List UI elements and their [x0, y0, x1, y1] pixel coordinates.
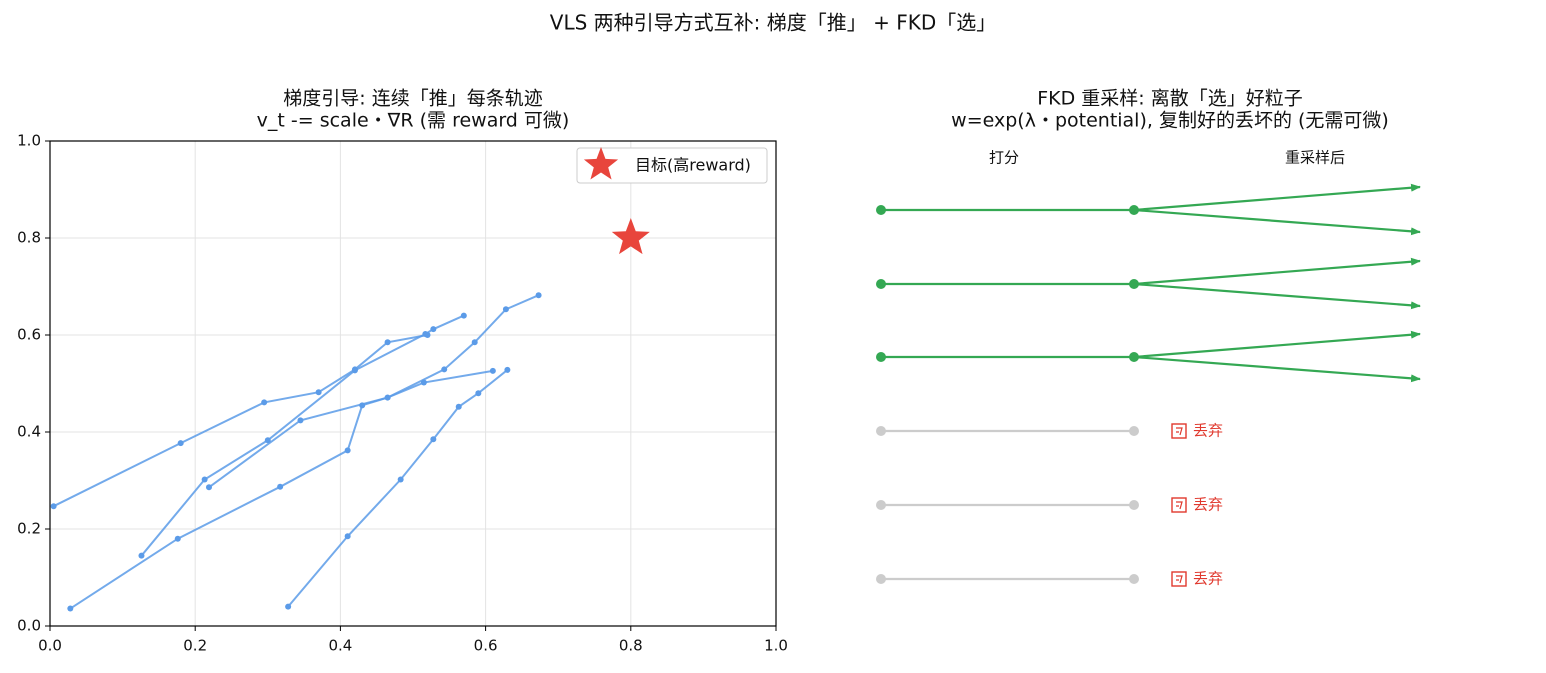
discard-icon-glyph: [1176, 501, 1183, 510]
y-tick-label: 0.8: [17, 229, 41, 247]
trajectory-point: [138, 552, 145, 559]
trajectory-point: [502, 306, 509, 313]
figure-title: VLS 两种引导方式互补: 梯度「推」 + FKD「选」: [550, 11, 996, 35]
trajectory-point: [205, 484, 212, 491]
resample-arrow: [1133, 257, 1421, 286]
trajectory-point: [384, 394, 391, 401]
y-tick-label: 0.4: [17, 423, 41, 441]
particle: [876, 500, 886, 510]
trajectory-point: [455, 403, 462, 410]
diagram-title: FKD 重采样: 离散「选」好粒子: [1037, 88, 1303, 110]
discard-icon: [1171, 571, 1187, 587]
legend-box: [576, 147, 768, 184]
discard-label: 丢弃: [1193, 496, 1223, 514]
target-star: [611, 218, 650, 255]
trajectory-point: [315, 389, 322, 396]
trajectory-point: [285, 603, 292, 610]
trajectory-point: [430, 436, 437, 443]
trajectory-point: [504, 366, 511, 373]
plot-frame: [49, 140, 777, 627]
trajectory-point: [460, 312, 467, 319]
trajectory-point: [430, 326, 437, 333]
x-tick-label: 0.0: [38, 637, 62, 655]
legend-label: 目标(高reward): [635, 156, 751, 175]
trajectory-point: [174, 535, 181, 542]
y-tick-label: 1.0: [17, 132, 41, 150]
particle: [876, 352, 886, 362]
y-tick-label: 0.0: [17, 617, 41, 635]
trajectory-point: [489, 367, 496, 374]
discard-label: 丢弃: [1193, 570, 1223, 588]
trajectory-point: [50, 503, 57, 510]
trajectory-point: [535, 292, 542, 299]
trajectory: [140, 314, 465, 557]
particle: [1129, 426, 1139, 436]
legend-marker: [583, 147, 619, 180]
discard-icon-glyph: [1176, 427, 1183, 436]
trajectory-point: [351, 367, 358, 374]
discard-icon: [1171, 497, 1187, 513]
chart-subtitle: v_t -= scale・∇R (需 reward 可微): [257, 110, 570, 132]
trajectory-point: [471, 339, 478, 346]
resample-arrow: [1133, 330, 1421, 359]
trajectory: [208, 294, 539, 489]
trajectory-point: [67, 605, 74, 612]
trajectory-point: [177, 440, 184, 447]
particle: [876, 426, 886, 436]
trajectory: [287, 369, 509, 608]
particle: [876, 574, 886, 584]
x-tick-label: 1.0: [764, 637, 788, 655]
trajectory-point: [397, 476, 404, 483]
diagram-subtitle: w=exp(λ・potential), 复制好的丢坏的 (无需可微): [951, 110, 1389, 132]
trajectory: [69, 369, 494, 610]
trajectory-point: [475, 390, 482, 397]
chart-title: 梯度引导: 连续「推」每条轨迹: [283, 88, 542, 110]
trajectory-point: [277, 483, 284, 490]
resample-arrow: [1133, 355, 1421, 383]
trajectory-point: [264, 437, 271, 444]
x-tick-label: 0.4: [328, 637, 352, 655]
particle: [1129, 574, 1139, 584]
trajectory-point: [344, 447, 351, 454]
discard-icon-glyph: [1176, 575, 1183, 584]
x-tick-label: 0.8: [619, 637, 643, 655]
trajectory-point: [201, 476, 208, 483]
trajectory-point: [384, 339, 391, 346]
particle: [1129, 500, 1139, 510]
column-label: 打分: [989, 149, 1019, 167]
particle: [876, 205, 886, 215]
trajectory-point: [261, 399, 268, 406]
trajectory-point: [441, 366, 448, 373]
resample-arrow: [1133, 183, 1421, 212]
y-tick-label: 0.2: [17, 520, 41, 538]
trajectory-point: [297, 417, 304, 424]
x-tick-label: 0.2: [183, 637, 207, 655]
y-tick-label: 0.6: [17, 326, 41, 344]
particle: [876, 279, 886, 289]
x-tick-label: 0.6: [474, 637, 498, 655]
trajectory: [53, 334, 428, 508]
resample-arrow: [1133, 208, 1421, 236]
trajectory-point: [422, 331, 429, 338]
column-label: 重采样后: [1285, 149, 1345, 167]
discard-label: 丢弃: [1193, 422, 1223, 440]
resample-arrow: [1133, 282, 1421, 310]
trajectory-point: [344, 533, 351, 540]
discard-icon: [1171, 423, 1187, 439]
